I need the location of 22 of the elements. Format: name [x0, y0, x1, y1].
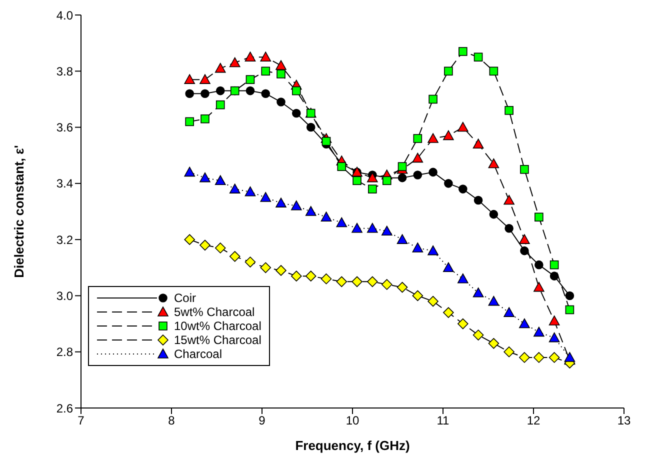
x-tick-label: 7: [78, 414, 85, 428]
x-axis-title: Frequency, f (GHz): [295, 438, 410, 453]
legend-label: 5wt% Charcoal: [174, 305, 255, 319]
y-tick-label: 4.0: [56, 8, 74, 22]
x-tick-label: 12: [526, 414, 540, 428]
legend-label: Charcoal: [174, 347, 222, 361]
y-tick-label: 3.0: [56, 288, 74, 303]
x-tick-label: 13: [617, 414, 631, 428]
legend-label: 10wt% Charcoal: [174, 319, 262, 333]
y-axis-title: Dielectric constant, ε': [12, 145, 27, 278]
y-tick-label: 2.6: [56, 401, 74, 416]
x-tick-label: 9: [258, 414, 266, 428]
x-tick-label: 10: [346, 414, 360, 428]
y-tick-label: 3.6: [56, 120, 74, 135]
y-tick-label: 3.2: [56, 232, 74, 247]
x-tick-label: 11: [436, 414, 450, 428]
x-tick-label: 8: [168, 414, 176, 428]
y-tick-label: 2.8: [56, 345, 74, 360]
y-tick-label: 3.4: [56, 176, 74, 191]
legend-label: 15wt% Charcoal: [174, 333, 262, 347]
y-tick-label: 3.8: [56, 64, 74, 78]
legend-label: Coir: [174, 291, 196, 305]
